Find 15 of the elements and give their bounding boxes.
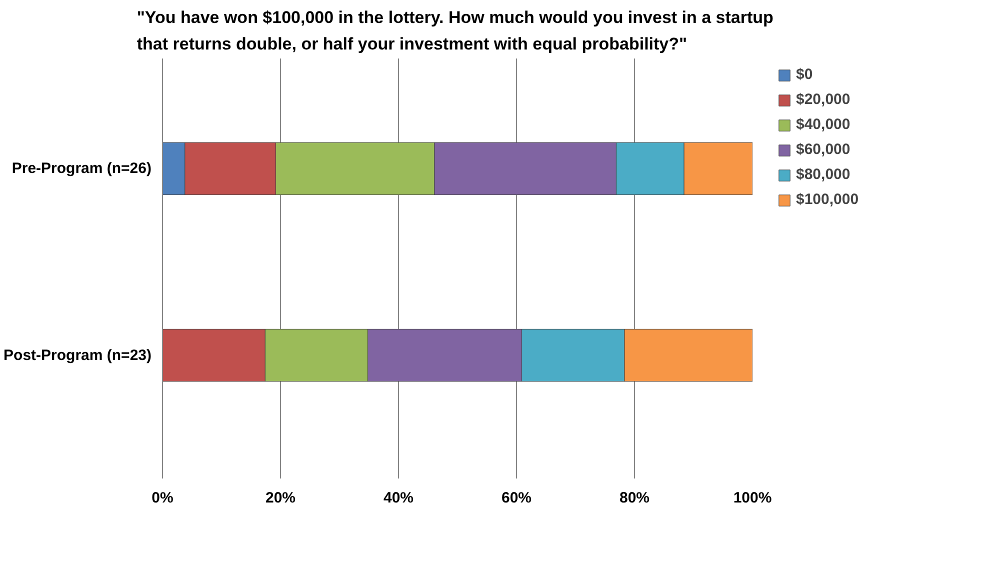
y-tick-label: Pre-Program (n=26): [12, 160, 152, 178]
legend-label: $20,000: [796, 91, 850, 108]
legend-label: $80,000: [796, 166, 850, 183]
legend-label: $60,000: [796, 141, 850, 158]
x-tick-label: 0%: [152, 490, 174, 506]
legend-label: $0: [796, 66, 814, 83]
x-tick-label: 100%: [733, 490, 772, 506]
x-tick-label: 20%: [265, 490, 296, 506]
x-tick-label: 60%: [501, 490, 532, 506]
x-tick-label: 40%: [383, 490, 414, 506]
y-tick-label: Post-Program (n=23): [4, 346, 152, 364]
legend-label: $40,000: [796, 116, 850, 133]
chart-title: "You have won $100,000 in the lottery. How much would you invest in a startup that returns double, or half your investment with equal probability?": [136, 8, 774, 54]
x-tick-label: 80%: [619, 490, 650, 506]
legend-label: $100,000: [796, 191, 859, 208]
